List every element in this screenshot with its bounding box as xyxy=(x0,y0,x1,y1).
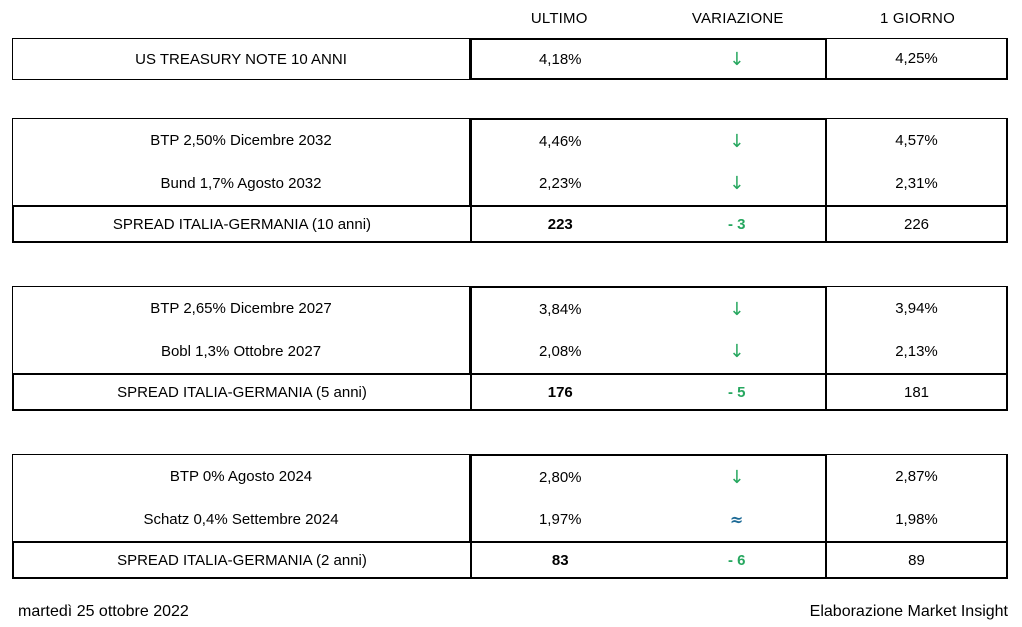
giorno-cell: 4,25% xyxy=(827,38,1008,80)
ultimo-value: 2,23% xyxy=(538,175,582,193)
giorno-value: 4,25% xyxy=(895,50,938,67)
ultimo-variazione-cell: 3,84% ↓ 2,08% ↓ xyxy=(470,286,827,373)
column-header-1giorno: 1 GIORNO xyxy=(880,9,955,27)
instrument-label: Bund 1,7% Agosto 2032 xyxy=(160,175,322,192)
down-arrow-icon: ↓ xyxy=(729,130,745,152)
giorno-value: 4,57% xyxy=(895,132,938,149)
down-arrow-icon: ↓ xyxy=(729,341,745,363)
giorno-value: 2,31% xyxy=(895,175,938,192)
down-arrow-icon: ↓ xyxy=(729,48,745,70)
report-date: martedì 25 ottobre 2022 xyxy=(18,603,189,620)
spread-label: SPREAD ITALIA-GERMANIA (2 anni) xyxy=(12,541,470,579)
instrument-label-cell: BTP 2,65% Dicembre 2027 Bobl 1,3% Ottobr… xyxy=(12,286,470,373)
report-footer: martedì 25 ottobre 2022 Elaborazione Mar… xyxy=(12,603,1008,621)
giorno-value: 3,94% xyxy=(895,300,938,317)
us-treasury-group: US TREASURY NOTE 10 ANNI 4,18% ↓ 4,25% xyxy=(12,38,1022,80)
giorno-value: 1,98% xyxy=(895,511,938,528)
ultimo-value: 4,18% xyxy=(538,50,582,68)
ultimo-variazione-cell: 4,46% ↓ 2,23% ↓ xyxy=(470,118,827,205)
btp-bobl-5y-group: BTP 2,65% Dicembre 2027 Bobl 1,3% Ottobr… xyxy=(12,286,1022,411)
instrument-label: BTP 0% Agosto 2024 xyxy=(169,468,313,485)
instrument-label: US TREASURY NOTE 10 ANNI xyxy=(135,50,347,68)
instrument-label: Bobl 1,3% Ottobre 2027 xyxy=(160,343,322,360)
header-spacer xyxy=(12,4,470,32)
giorno-cell: 4,57% 2,31% xyxy=(827,118,1008,205)
spread-ultimo-value: 83 xyxy=(551,551,569,569)
ultimo-value: 1,97% xyxy=(538,511,582,529)
giorno-value: 2,87% xyxy=(895,468,938,485)
ultimo-variazione-cell: 4,18% ↓ xyxy=(470,38,827,80)
spread-label: SPREAD ITALIA-GERMANIA (5 anni) xyxy=(12,373,470,411)
spread-giorno-value: 226 xyxy=(827,205,1008,243)
spread-row-10y: SPREAD ITALIA-GERMANIA (10 anni) 223 - 3… xyxy=(12,205,1022,243)
btp-schatz-2y-group: BTP 0% Agosto 2024 Schatz 0,4% Settembre… xyxy=(12,454,1022,579)
spread-ultimo-variazione-cell: 223 - 3 xyxy=(470,205,827,243)
table-header: ULTIMO VARIAZIONE 1 GIORNO xyxy=(12,4,1022,32)
instrument-label-cell: US TREASURY NOTE 10 ANNI xyxy=(12,38,470,80)
approx-equal-icon: ≈ xyxy=(730,510,744,530)
instrument-label-cell: BTP 0% Agosto 2024 Schatz 0,4% Settembre… xyxy=(12,454,470,541)
instrument-label: BTP 2,50% Dicembre 2032 xyxy=(150,132,332,149)
header-mid-columns: ULTIMO VARIAZIONE xyxy=(470,4,827,32)
ultimo-value: 3,84% xyxy=(538,300,582,318)
ultimo-value: 2,08% xyxy=(538,343,582,361)
down-arrow-icon: ↓ xyxy=(729,173,745,195)
ultimo-variazione-cell: 2,80% ↓ 1,97% ≈ xyxy=(470,454,827,541)
spread-ultimo-variazione-cell: 83 - 6 xyxy=(470,541,827,579)
spread-giorno-value: 181 xyxy=(827,373,1008,411)
spread-variazione-value: - 3 xyxy=(727,215,746,233)
giorno-cell: 2,87% 1,98% xyxy=(827,454,1008,541)
spread-ultimo-value: 223 xyxy=(547,215,573,233)
column-header-ultimo: ULTIMO xyxy=(530,9,588,27)
instrument-label: BTP 2,65% Dicembre 2027 xyxy=(150,300,332,317)
spread-variazione-value: - 6 xyxy=(727,551,746,569)
instrument-label-cell: BTP 2,50% Dicembre 2032 Bund 1,7% Agosto… xyxy=(12,118,470,205)
spread-row-5y: SPREAD ITALIA-GERMANIA (5 anni) 176 - 5 … xyxy=(12,373,1022,411)
report-credit: Elaborazione Market Insight xyxy=(809,603,1008,620)
instrument-label: Schatz 0,4% Settembre 2024 xyxy=(143,511,339,528)
spread-label: SPREAD ITALIA-GERMANIA (10 anni) xyxy=(12,205,470,243)
btp-bund-10y-group: BTP 2,50% Dicembre 2032 Bund 1,7% Agosto… xyxy=(12,118,1022,243)
ultimo-value: 2,80% xyxy=(538,468,582,486)
ultimo-value: 4,46% xyxy=(538,132,582,150)
spread-ultimo-variazione-cell: 176 - 5 xyxy=(470,373,827,411)
down-arrow-icon: ↓ xyxy=(729,466,745,488)
spread-row-2y: SPREAD ITALIA-GERMANIA (2 anni) 83 - 6 8… xyxy=(12,541,1022,579)
down-arrow-icon: ↓ xyxy=(729,298,745,320)
spread-ultimo-value: 176 xyxy=(547,383,573,401)
giorno-value: 2,13% xyxy=(895,343,938,360)
giorno-cell: 3,94% 2,13% xyxy=(827,286,1008,373)
column-header-variazione: VARIAZIONE xyxy=(691,9,784,27)
spread-giorno-value: 89 xyxy=(827,541,1008,579)
spread-variazione-value: - 5 xyxy=(727,383,746,401)
